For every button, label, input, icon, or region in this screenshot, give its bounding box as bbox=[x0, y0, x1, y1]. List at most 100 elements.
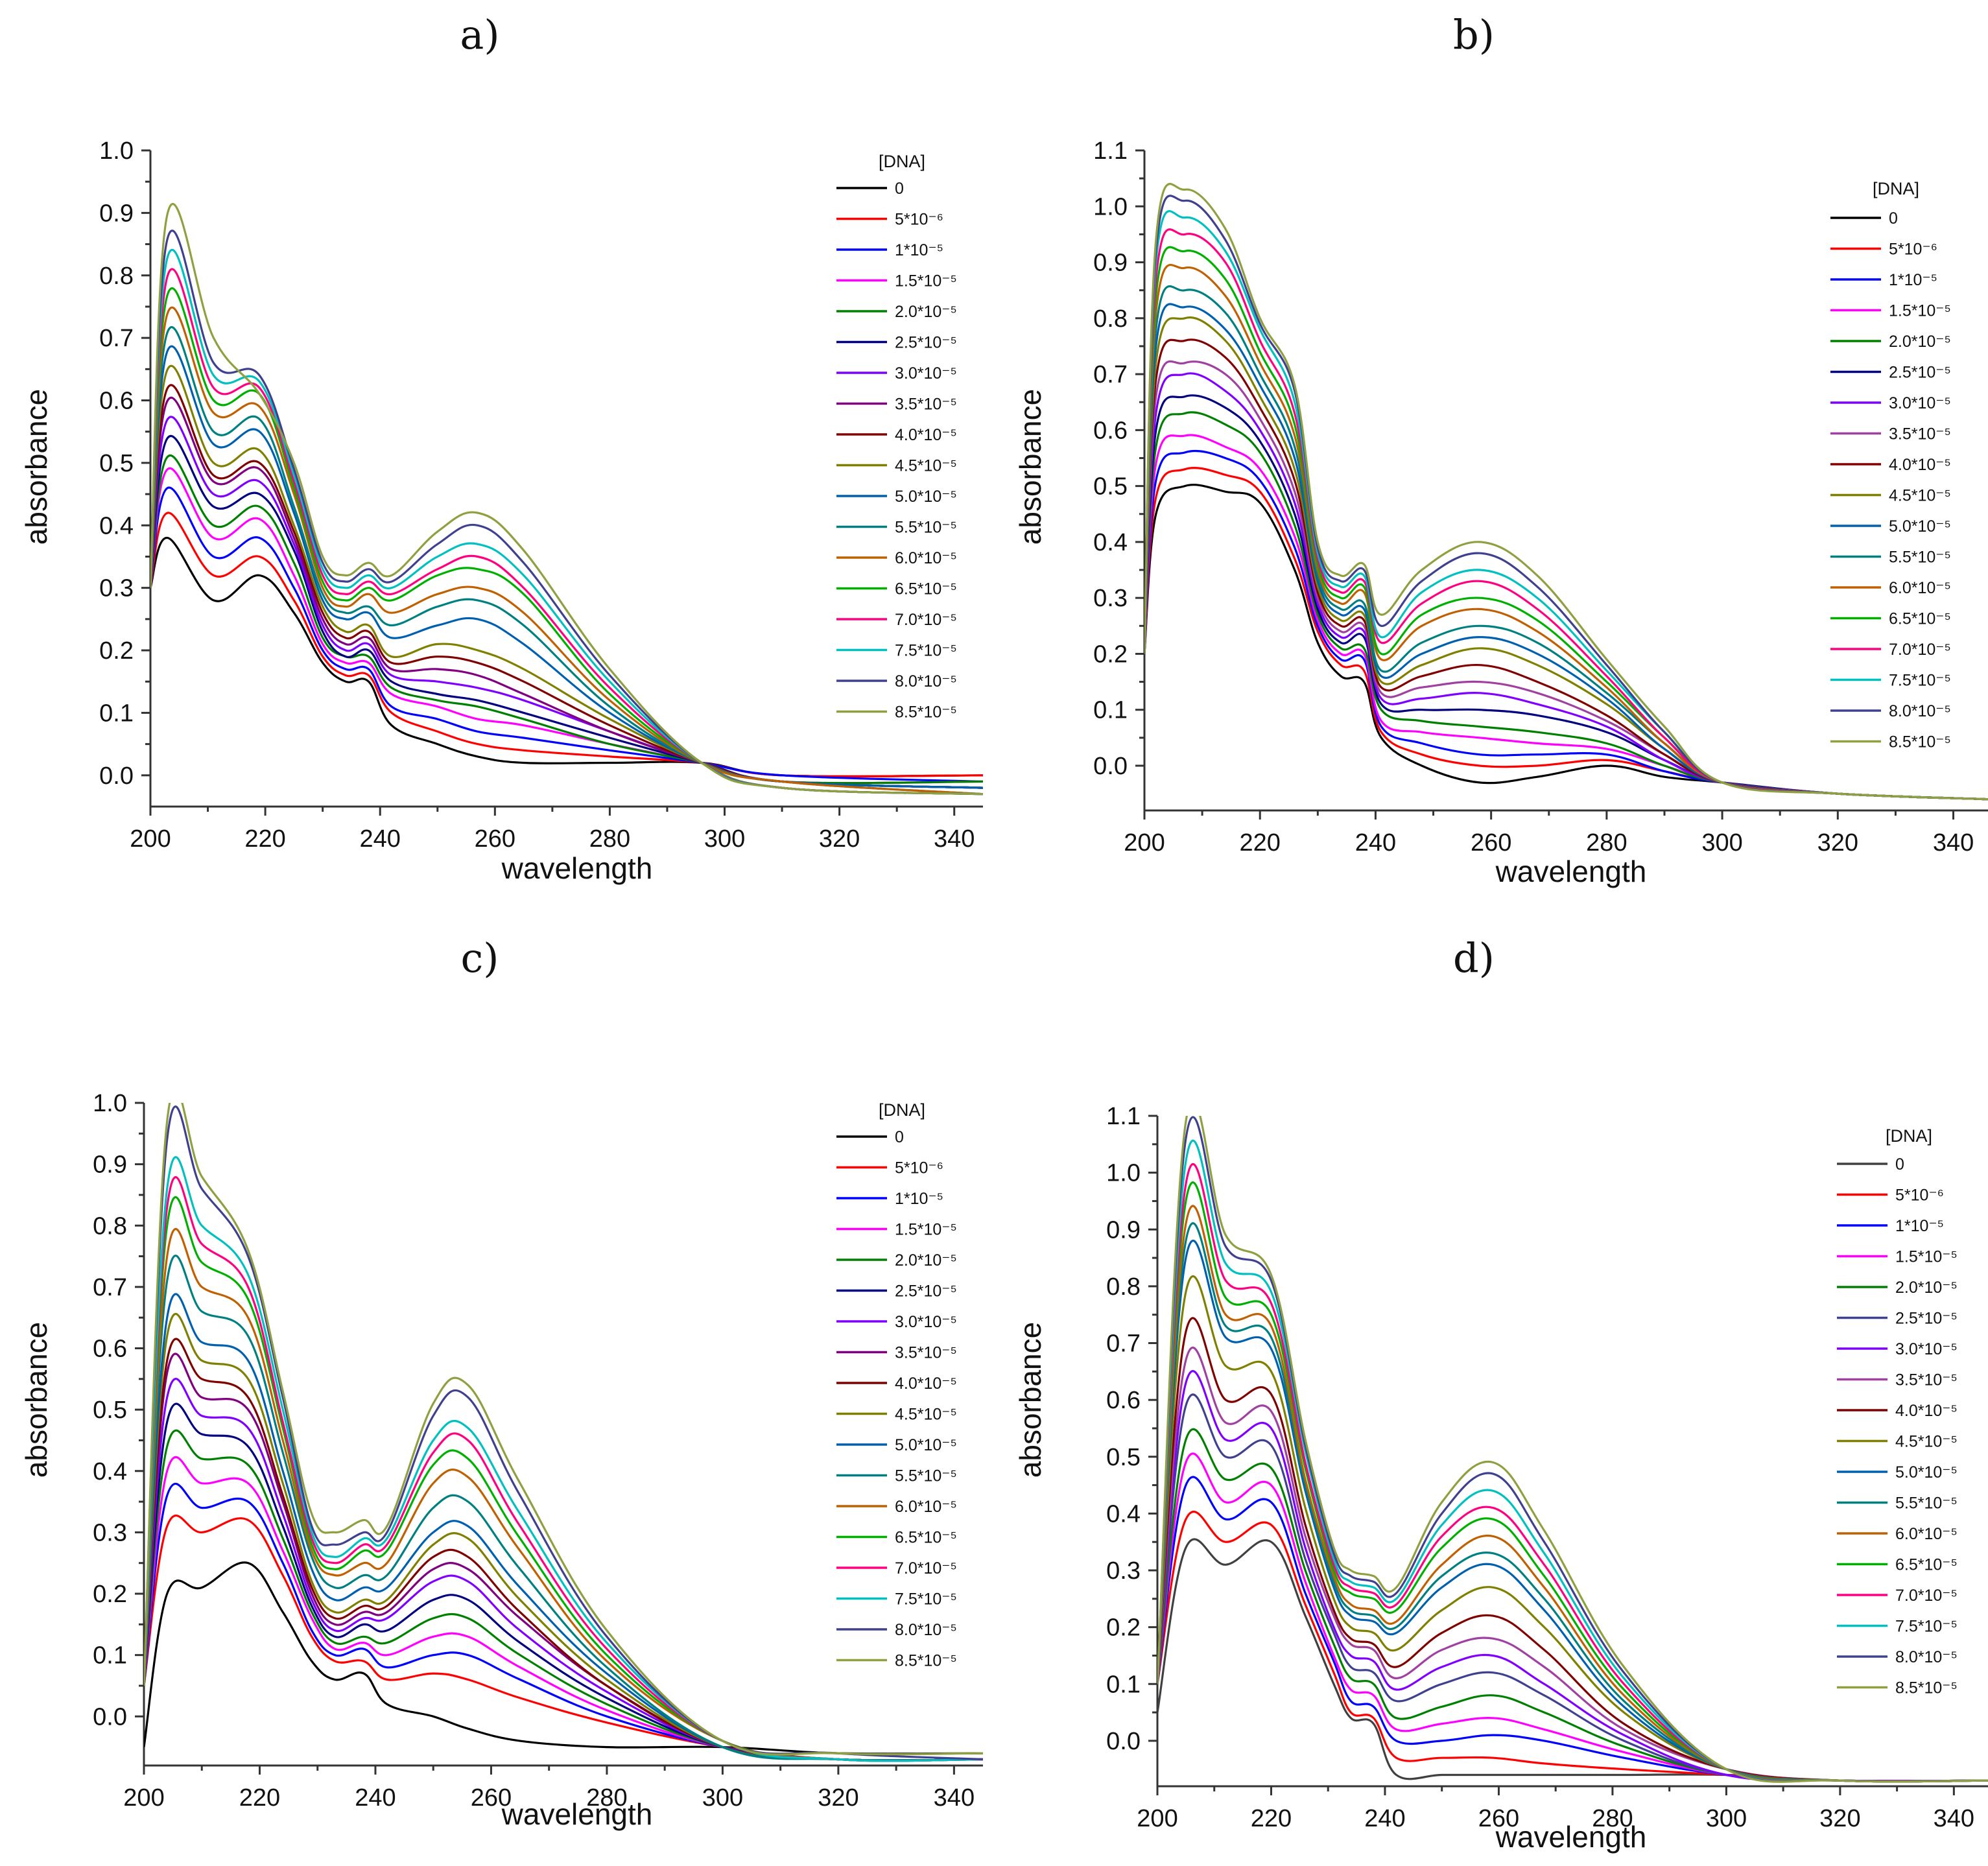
x-tick-label: 260 bbox=[1471, 829, 1511, 856]
legend-entry-label: 8.0*10⁻⁵ bbox=[1895, 1648, 1958, 1666]
legend-entry-label: 2.5*10⁻⁵ bbox=[1889, 364, 1951, 382]
series-line bbox=[1144, 263, 1988, 801]
legend-entry-label: 4.5*10⁻⁵ bbox=[895, 457, 957, 475]
plot-area: 200 220 240 260 280 300 320 340 0.0 0.1 0.2 0.3 0.4 0… bbox=[99, 137, 983, 853]
x-tick-label: 320 bbox=[1817, 829, 1858, 856]
legend-entry-label: 1.5*10⁻⁵ bbox=[1895, 1248, 1958, 1266]
y-tick-label: 0.2 bbox=[1106, 1614, 1141, 1642]
series-line bbox=[1144, 246, 1988, 801]
legend-entry-label: 3.0*10⁻⁵ bbox=[1895, 1340, 1958, 1358]
x-tick-label: 240 bbox=[1364, 1805, 1405, 1832]
legend-entry-label: 3.5*10⁻⁵ bbox=[1889, 425, 1951, 443]
legend-entry-label: 8.0*10⁻⁵ bbox=[895, 672, 957, 691]
series-lines bbox=[1144, 183, 1988, 801]
series-line bbox=[1144, 183, 1988, 801]
y-tick-label: 0.7 bbox=[1093, 361, 1128, 388]
series-line bbox=[1144, 228, 1988, 801]
y-tick-label: 0.2 bbox=[99, 637, 134, 665]
legend-entry-label: 4.0*10⁻⁵ bbox=[895, 426, 957, 444]
legend-entry-label: 6.5*10⁻⁵ bbox=[1895, 1556, 1958, 1574]
legend-entry-label: 4.5*10⁻⁵ bbox=[1889, 487, 1951, 505]
legend-entry-label: 7.0*10⁻⁵ bbox=[895, 1559, 957, 1577]
x-tick-label: 320 bbox=[1819, 1805, 1860, 1832]
series-line bbox=[1157, 1370, 1988, 1782]
legend-entry-label: 5.0*10⁻⁵ bbox=[895, 1436, 957, 1454]
legend-entry-label: 4.5*10⁻⁵ bbox=[1895, 1433, 1958, 1451]
series-line bbox=[1144, 195, 1988, 801]
legend-entry-label: 3.5*10⁻⁵ bbox=[1895, 1371, 1958, 1389]
series-line bbox=[1157, 1205, 1988, 1783]
y-tick-label: 0.1 bbox=[1106, 1671, 1141, 1698]
legend-entry-label: 1*10⁻⁵ bbox=[1895, 1217, 1944, 1235]
x-axis-label: wavelength bbox=[1495, 1820, 1647, 1854]
legend-entry-label: 1.5*10⁻⁵ bbox=[895, 272, 957, 290]
y-tick-label: 0.8 bbox=[99, 263, 134, 290]
series-line bbox=[150, 325, 983, 796]
legend-entry-label: 5.0*10⁻⁵ bbox=[895, 488, 957, 506]
legend-title: [DNA] bbox=[879, 152, 925, 171]
y-tick-label: 0.6 bbox=[93, 1336, 127, 1363]
x-tick-label: 260 bbox=[1478, 1805, 1519, 1832]
series-line bbox=[1157, 1116, 1988, 1783]
chart-b-svg: b) wavelength absorbance 200 220 240 260 280… bbox=[1013, 11, 1988, 888]
legend: [DNA] 0 5*10⁻⁶ 1*10⁻⁵ 1.5*10⁻⁵ 2.0*10⁻⁵ 2.5*1… bbox=[836, 1100, 957, 1670]
chart-c-svg: c) wavelength absorbance 200 220 240 260 280… bbox=[19, 934, 983, 1831]
y-tick-label: 0.5 bbox=[93, 1397, 127, 1424]
x-tick-label: 240 bbox=[360, 825, 401, 853]
x-tick-label: 300 bbox=[702, 1784, 743, 1812]
plot-area: 200 220 240 260 280 300 320 340 0.0 0.1 0.2 0.3 0.4 0… bbox=[93, 1090, 983, 1812]
series-line bbox=[1144, 285, 1988, 801]
legend-entry-label: 8.0*10⁻⁵ bbox=[895, 1621, 957, 1639]
legend-entry-label: 5.5*10⁻⁵ bbox=[1895, 1494, 1958, 1513]
series-line bbox=[150, 287, 983, 796]
series-line bbox=[1157, 1139, 1988, 1783]
legend: [DNA] 0 5*10⁻⁶ 1*10⁻⁵ 1.5*10⁻⁵ 2.0*10⁻⁵ 2.5*1… bbox=[1837, 1126, 1958, 1697]
legend-entry-label: 5*10⁻⁶ bbox=[1895, 1187, 1944, 1205]
legend-entry-label: 2.5*10⁻⁵ bbox=[895, 334, 957, 352]
legend-entry-label: 4.0*10⁻⁵ bbox=[1889, 456, 1951, 474]
x-axis-label: wavelength bbox=[1495, 855, 1647, 888]
y-tick-label: 0.0 bbox=[93, 1703, 127, 1730]
x-tick-label: 260 bbox=[471, 1784, 512, 1812]
chart-panel-a: a) wavelength absorbance 200 220 240 260 280… bbox=[0, 0, 994, 933]
legend-entry-label: 5.5*10⁻⁵ bbox=[1889, 549, 1951, 567]
legend-entry-label: 7.5*10⁻⁵ bbox=[1889, 672, 1951, 690]
y-tick-label: 0.6 bbox=[99, 388, 134, 415]
series-line bbox=[144, 1515, 983, 1762]
y-tick-label: 0.1 bbox=[1093, 697, 1128, 724]
legend-entry-label: 6.5*10⁻⁵ bbox=[895, 580, 957, 598]
legend-entry-label: 6.5*10⁻⁵ bbox=[1889, 610, 1951, 628]
chart-panel-d: d) wavelength absorbance 200 220 240 260 280… bbox=[994, 933, 1988, 1866]
legend-entry-label: 8.0*10⁻⁵ bbox=[1889, 702, 1951, 720]
chart-d-svg: d) wavelength absorbance 200 220 240 260 280… bbox=[1013, 934, 1988, 1854]
chart-panel-c: c) wavelength absorbance 200 220 240 260 280… bbox=[0, 933, 994, 1866]
y-axis-label: absorbance bbox=[1013, 1322, 1047, 1478]
legend-entry-label: 2.0*10⁻⁵ bbox=[895, 1251, 957, 1270]
y-tick-label: 0.2 bbox=[93, 1581, 127, 1608]
x-axis-label: wavelength bbox=[501, 851, 653, 885]
x-tick-label: 220 bbox=[1240, 829, 1281, 856]
legend-entry-label: 6.0*10⁻⁵ bbox=[895, 1498, 957, 1516]
panel-label: c) bbox=[461, 934, 499, 982]
x-tick-label: 340 bbox=[1934, 1805, 1974, 1832]
legend-entry-label: 4.5*10⁻⁵ bbox=[895, 1406, 957, 1424]
series-line bbox=[1144, 394, 1988, 801]
legend-entry-label: 8.5*10⁻⁵ bbox=[895, 1652, 957, 1670]
legend-entry-label: 0 bbox=[895, 180, 904, 198]
y-tick-label: 0.7 bbox=[93, 1274, 127, 1301]
x-tick-label: 220 bbox=[1251, 1805, 1292, 1832]
legend-entry-label: 0 bbox=[895, 1128, 904, 1146]
series-line bbox=[1144, 303, 1988, 801]
y-tick-label: 0.8 bbox=[1093, 305, 1128, 333]
x-tick-label: 200 bbox=[1124, 829, 1165, 856]
series-line bbox=[1157, 1116, 1988, 1783]
y-tick-label: 0.5 bbox=[1106, 1444, 1141, 1471]
y-tick-label: 1.1 bbox=[1093, 137, 1128, 165]
legend-entry-label: 7.0*10⁻⁵ bbox=[1895, 1587, 1958, 1605]
x-tick-label: 260 bbox=[475, 825, 515, 853]
legend-entry-label: 8.5*10⁻⁵ bbox=[1889, 733, 1951, 751]
y-tick-label: 0.6 bbox=[1106, 1387, 1141, 1414]
legend-entry-label: 3.0*10⁻⁵ bbox=[1889, 394, 1951, 412]
x-tick-label: 240 bbox=[355, 1784, 396, 1812]
y-tick-label: 0.2 bbox=[1093, 641, 1128, 668]
